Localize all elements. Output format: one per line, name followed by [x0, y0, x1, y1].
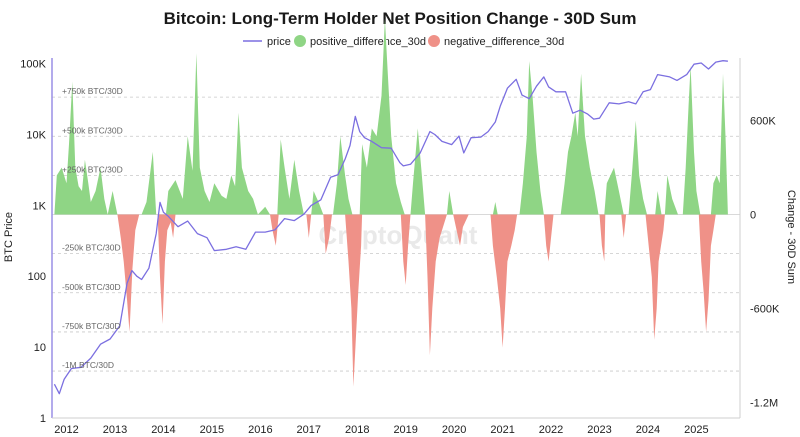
- left-tick-label: 10: [34, 342, 46, 354]
- left-axis-ticks: 1 10 100 1K 10K 100K: [20, 59, 46, 425]
- right-axis-ticks: -1.2M -600K 0 600K: [750, 116, 780, 410]
- x-tick-label: 2012: [54, 424, 78, 436]
- legend-positive-swatch: [294, 35, 306, 47]
- legend[interactable]: price positive_difference_30d negative_d…: [243, 35, 564, 48]
- x-tick-label: 2013: [103, 424, 127, 436]
- reference-line-label: +500k BTC/30D: [62, 125, 123, 135]
- left-tick-label: 100K: [20, 59, 46, 71]
- x-tick-label: 2022: [539, 424, 563, 436]
- negative-difference-area: [117, 214, 716, 387]
- left-tick-label: 10K: [26, 129, 46, 141]
- x-tick-label: 2015: [200, 424, 224, 436]
- x-tick-label: 2024: [636, 424, 660, 436]
- price-line: [53, 60, 728, 395]
- reference-line-label: -250k BTC/30D: [62, 243, 121, 253]
- right-tick-label: 0: [750, 210, 756, 222]
- legend-negative-label[interactable]: negative_difference_30d: [444, 36, 564, 48]
- reference-line-label: +250k BTC/30D: [62, 164, 123, 174]
- right-axis-title: Change - 30D Sum: [785, 190, 797, 284]
- left-tick-label: 1: [40, 413, 46, 425]
- negative-area-layer: [117, 214, 716, 387]
- left-tick-label: 1K: [33, 200, 47, 212]
- reference-labels: +750k BTC/30D +500k BTC/30D +250k BTC/30D -…: [62, 86, 123, 370]
- x-tick-label: 2019: [393, 424, 417, 436]
- x-tick-label: 2017: [297, 424, 321, 436]
- x-tick-label: 2014: [151, 424, 175, 436]
- reference-line-label: +750k BTC/30D: [62, 86, 123, 96]
- right-tick-label: -1.2M: [750, 397, 778, 409]
- chart-title: Bitcoin: Long-Term Holder Net Position C…: [164, 9, 637, 28]
- x-tick-label: 2016: [248, 424, 272, 436]
- right-tick-label: -600K: [750, 303, 780, 315]
- legend-price-label[interactable]: price: [267, 36, 291, 48]
- watermark: CryptoQuant: [319, 220, 478, 250]
- positive-area-layer: [54, 18, 728, 215]
- reference-line-label: -500k BTC/30D: [62, 282, 121, 292]
- reference-line-label: -1M BTC/30D: [62, 360, 114, 370]
- left-axis-title: BTC Price: [3, 212, 15, 262]
- x-axis-ticks: 2012 2013 2014 2015 2016 2017 2018 2019 2020 2021…: [54, 424, 708, 436]
- reference-lines: [52, 96, 740, 372]
- x-tick-label: 2023: [587, 424, 611, 436]
- x-tick-label: 2018: [345, 424, 369, 436]
- reference-line-label: -750k BTC/30D: [62, 321, 121, 331]
- right-tick-label: 600K: [750, 116, 776, 128]
- x-tick-label: 2021: [490, 424, 514, 436]
- x-tick-label: 2025: [684, 424, 708, 436]
- x-tick-label: 2020: [442, 424, 466, 436]
- positive-difference-area: [54, 18, 728, 215]
- legend-positive-label[interactable]: positive_difference_30d: [310, 36, 426, 48]
- price-line-layer: [53, 60, 728, 395]
- legend-negative-swatch: [428, 35, 440, 47]
- left-tick-label: 100: [28, 271, 46, 283]
